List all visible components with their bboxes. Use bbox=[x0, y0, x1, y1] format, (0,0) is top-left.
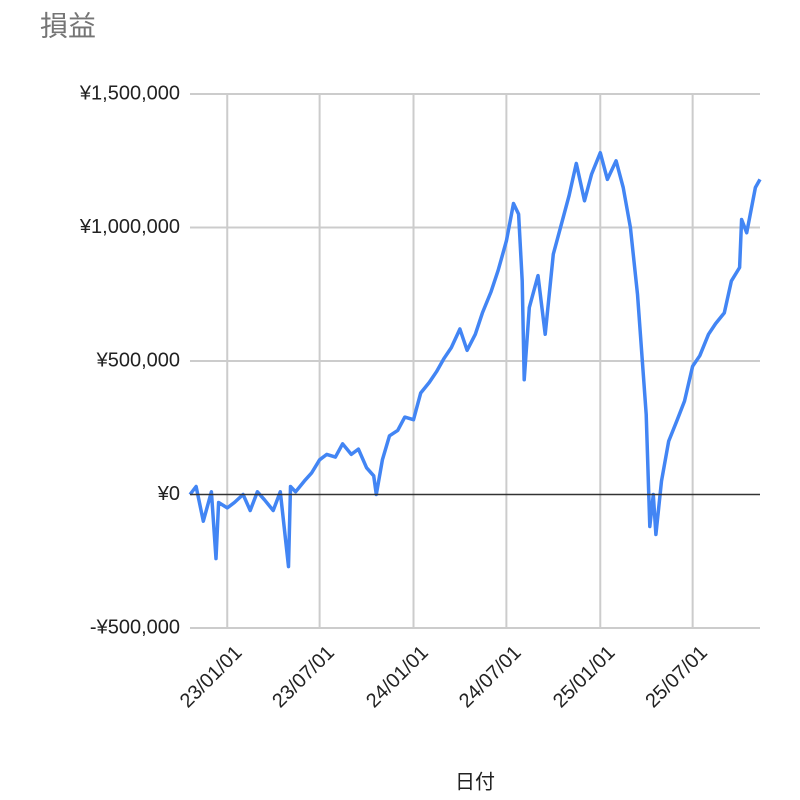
y-tick-label: ¥0 bbox=[157, 483, 180, 505]
x-axis-label: 日付 bbox=[455, 770, 495, 793]
x-tick-label: 23/07/01 bbox=[268, 642, 339, 713]
x-tick-label: 25/01/01 bbox=[549, 642, 620, 713]
x-tick-label: 24/01/01 bbox=[362, 642, 433, 713]
y-tick-label: ¥1,500,000 bbox=[79, 82, 180, 104]
y-tick-label: ¥1,000,000 bbox=[79, 216, 180, 238]
x-tick-label: 24/07/01 bbox=[455, 642, 526, 713]
x-tick-label: 23/01/01 bbox=[176, 642, 247, 713]
y-tick-label: ¥500,000 bbox=[96, 349, 180, 371]
chart-title: 損益 bbox=[40, 10, 96, 41]
y-tick-label: -¥500,000 bbox=[90, 616, 180, 638]
x-tick-label: 25/07/01 bbox=[641, 642, 712, 713]
data-line bbox=[188, 150, 762, 569]
